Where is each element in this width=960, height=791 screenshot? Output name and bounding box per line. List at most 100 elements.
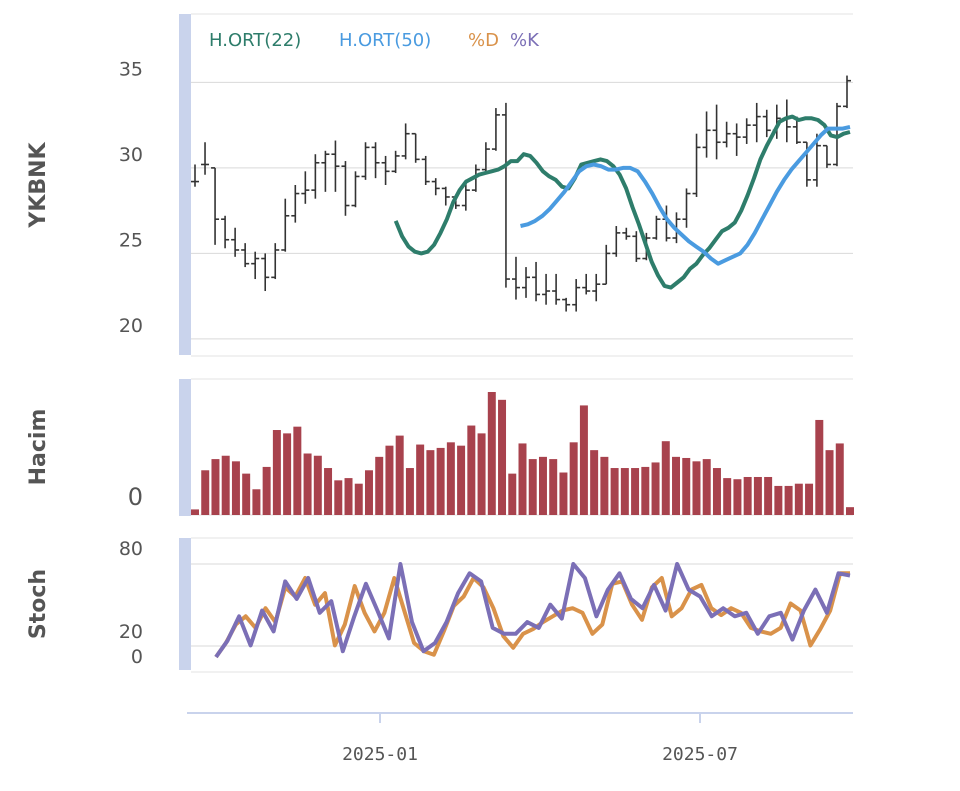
legend-item-d[interactable]: %D — [468, 30, 499, 51]
ohlc-bar — [271, 243, 280, 280]
stoch-y-tick-0: 0 — [131, 646, 143, 668]
volume-bar — [303, 453, 312, 515]
price-panel: 20 25 30 35 YKBNK H.ORT(22) H.ORT(50) %D %K — [26, 13, 853, 357]
ohlc-bar — [221, 215, 230, 249]
volume-bar — [354, 483, 363, 515]
volume-bar — [477, 433, 486, 515]
volume-bar — [723, 478, 732, 515]
ohlc-bar — [231, 227, 240, 257]
legend-item-ma50[interactable]: H.ORT(50) — [339, 30, 431, 51]
ohlc-bar — [592, 273, 601, 302]
volume-bar — [538, 456, 547, 515]
stoch-k-line — [214, 562, 851, 659]
volume-bar — [569, 442, 578, 515]
stoch-y-axis-label: Stoch — [26, 569, 51, 639]
volume-bar — [805, 483, 814, 515]
ohlc-bar — [562, 297, 571, 312]
volume-bar — [610, 468, 619, 515]
legend-item-k[interactable]: %K — [510, 30, 540, 51]
stoch-d-line — [214, 571, 850, 659]
volume-bar — [426, 450, 435, 515]
volume-bar — [191, 509, 199, 515]
ohlc-bar — [843, 75, 851, 109]
ohlc-bar — [351, 171, 360, 208]
ohlc-bar — [722, 121, 731, 148]
stoch-y-tick-80: 80 — [119, 538, 143, 560]
ohlc-bar — [712, 104, 721, 160]
volume-bar — [405, 468, 414, 515]
ohlc-bar — [532, 261, 541, 302]
x-axis-tick-2025-07: 2025-07 — [662, 744, 738, 765]
ohlc-bar — [361, 142, 370, 180]
volume-bar — [631, 468, 640, 515]
volume-bar — [231, 461, 240, 515]
volume-y-tick-0: 0 — [128, 483, 143, 511]
ohlc-bar — [211, 167, 220, 245]
ohlc-bar — [321, 150, 330, 192]
ohlc-bar — [251, 251, 260, 280]
volume-bar — [559, 472, 568, 515]
ohlc-bar — [371, 142, 380, 179]
ohlc-bar — [702, 111, 711, 158]
ma22-line — [393, 114, 851, 290]
price-y-tick-25: 25 — [119, 229, 143, 251]
volume-bar — [436, 447, 445, 515]
volume-bar — [518, 443, 527, 515]
volume-bar — [467, 425, 476, 515]
ohlc-bar — [752, 102, 761, 143]
volume-y-axis-label: Hacim — [26, 409, 51, 486]
volume-bar — [272, 430, 281, 515]
volume-bar — [641, 466, 650, 515]
ohlc-bar — [602, 244, 611, 285]
x-axis: 2025-01 2025-07 — [187, 712, 853, 765]
ohlc-bar — [421, 155, 430, 185]
legend-item-ma22[interactable]: H.ORT(22) — [209, 30, 301, 51]
ohlc-bar — [241, 243, 250, 268]
volume-bar — [620, 468, 629, 515]
legend: H.ORT(22) H.ORT(50) %D %K — [209, 30, 540, 51]
price-y-tick-20: 20 — [119, 315, 143, 337]
volume-bar — [528, 459, 537, 515]
ohlc-bar — [732, 123, 741, 156]
ohlc-bar — [311, 154, 320, 199]
ohlc-bar — [552, 273, 561, 305]
ohlc-bar — [822, 144, 831, 168]
volume-bar — [221, 455, 230, 515]
ohlc-bar — [572, 279, 581, 312]
ohlc-bar — [632, 231, 641, 262]
ohlc-bar — [431, 178, 440, 196]
ohlc-bar — [331, 140, 340, 192]
volume-bar — [835, 443, 844, 515]
volume-bar — [815, 419, 824, 515]
volume-bar — [753, 476, 762, 515]
volume-bar — [764, 476, 773, 515]
volume-bar — [702, 459, 711, 515]
volume-bar — [774, 485, 783, 515]
volume-panel-sidebar — [179, 379, 191, 516]
volume-bar — [651, 462, 660, 515]
ohlc-bar — [612, 226, 621, 257]
volume-bar — [375, 456, 384, 515]
volume-bar — [201, 470, 210, 515]
volume-bar — [313, 455, 322, 515]
ohlc-bar — [491, 108, 500, 151]
ma50-line — [520, 124, 851, 266]
volume-bar — [293, 426, 302, 515]
ohlc-bar — [692, 133, 701, 197]
volume-bar — [846, 507, 854, 515]
ohlc-bar — [622, 227, 631, 240]
volume-bar — [416, 444, 425, 515]
volume-bar — [324, 468, 333, 515]
volume-bar — [682, 457, 691, 515]
volume-bar — [364, 470, 373, 515]
volume-bar — [784, 485, 793, 515]
volume-bar — [712, 468, 721, 515]
ohlc-bar — [191, 164, 199, 187]
stoch-y-tick-20: 20 — [119, 621, 143, 643]
volume-bar — [487, 392, 496, 515]
price-y-tick-30: 30 — [119, 144, 143, 166]
ohlc-bar — [201, 142, 210, 175]
ohlc-bar — [301, 171, 310, 204]
ohlc-bar — [381, 155, 390, 185]
